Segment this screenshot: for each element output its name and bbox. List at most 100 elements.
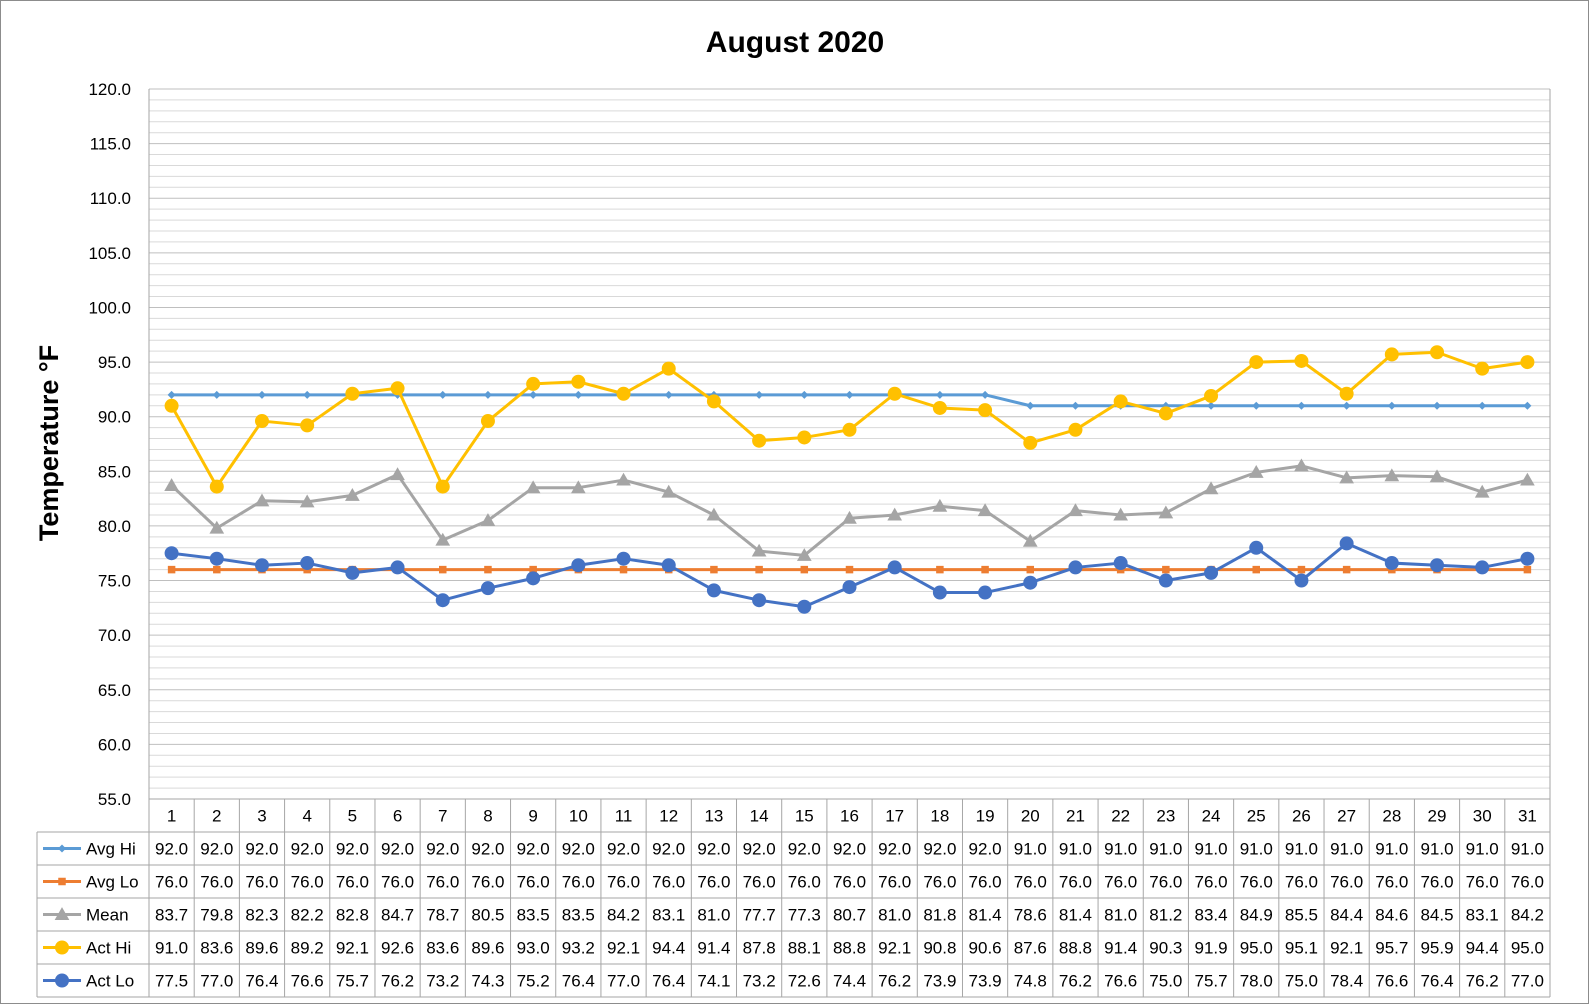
data-point (574, 390, 583, 399)
data-point (1249, 540, 1264, 555)
x-tick-label: 3 (257, 807, 266, 826)
data-point (571, 374, 586, 389)
data-point (932, 498, 948, 512)
legend-entry: Act Lo (43, 972, 134, 991)
data-point (1158, 505, 1174, 519)
x-tick-label: 29 (1428, 807, 1447, 826)
x-tick-label: 26 (1292, 807, 1311, 826)
data-label: 91.0 (1059, 840, 1092, 859)
data-point (887, 560, 902, 575)
data-label: 83.1 (652, 906, 685, 925)
x-tick-label: 7 (438, 807, 447, 826)
data-label: 95.7 (1375, 939, 1408, 958)
data-label: 74.8 (1014, 972, 1047, 991)
data-point (438, 390, 447, 399)
data-point (1113, 394, 1128, 409)
data-label: 84.2 (1511, 906, 1544, 925)
y-tick-label: 65.0 (98, 681, 131, 700)
data-label: 92.0 (336, 840, 369, 859)
data-point (1429, 469, 1445, 483)
data-label: 76.2 (878, 972, 911, 991)
data-label: 76.0 (1285, 873, 1318, 892)
data-label: 95.9 (1420, 939, 1453, 958)
data-label: 80.5 (471, 906, 504, 925)
data-point (845, 390, 854, 399)
series-group (164, 345, 1535, 614)
data-label: 73.9 (923, 972, 956, 991)
data-label: 92.0 (607, 840, 640, 859)
data-label: 91.0 (1511, 840, 1544, 859)
data-label: 72.6 (788, 972, 821, 991)
data-label: 76.0 (1466, 873, 1499, 892)
data-point (842, 580, 857, 595)
data-label: 90.8 (923, 939, 956, 958)
data-label: 76.6 (1104, 972, 1137, 991)
data-point (1384, 347, 1399, 362)
data-point (710, 565, 718, 574)
data-label: 76.0 (155, 873, 188, 892)
data-label: 92.1 (878, 939, 911, 958)
data-label: 76.0 (788, 873, 821, 892)
data-label: 92.0 (969, 840, 1002, 859)
data-point (1113, 507, 1129, 521)
data-label: 75.0 (1285, 972, 1318, 991)
y-tick-label: 80.0 (98, 517, 131, 536)
data-point (164, 546, 179, 561)
x-tick-label: 8 (483, 807, 492, 826)
data-label: 92.0 (562, 840, 595, 859)
data-label: 75.2 (517, 972, 550, 991)
data-label: 84.2 (607, 906, 640, 925)
legend-label: Act Lo (86, 972, 134, 991)
data-point (254, 493, 270, 507)
data-label: 76.0 (381, 873, 414, 892)
data-label: 76.2 (1466, 972, 1499, 991)
y-axis-ticks: 55.0 60.0 65.0 70.0 75.0 80.0 85.0 90.0 95.0 100.… (88, 80, 131, 809)
data-point (167, 565, 176, 574)
y-tick-label: 120.0 (88, 80, 131, 99)
data-label: 78.4 (1330, 972, 1363, 991)
x-tick-label: 20 (1021, 807, 1040, 826)
x-tick-label: 24 (1202, 807, 1221, 826)
data-point (842, 510, 857, 524)
data-label: 76.0 (1375, 873, 1408, 892)
data-point (1158, 406, 1173, 421)
data-point (212, 390, 221, 399)
data-point (1384, 556, 1399, 571)
data-label: 83.5 (562, 906, 595, 925)
data-label: 76.4 (1420, 972, 1453, 991)
data-point (1248, 465, 1264, 478)
data-label: 93.2 (562, 939, 595, 958)
data-label: 77.3 (788, 906, 821, 925)
data-point (167, 390, 176, 399)
y-tick-label: 95.0 (98, 353, 131, 372)
legend-marker (55, 973, 69, 988)
data-point (1026, 401, 1035, 410)
data-label: 92.0 (517, 840, 550, 859)
data-label: 77.7 (743, 906, 776, 925)
data-label: 83.5 (517, 906, 550, 925)
data-point (209, 520, 225, 534)
data-label: 75.7 (1195, 972, 1228, 991)
data-label: 85.5 (1285, 906, 1318, 925)
x-tick-label: 18 (930, 807, 949, 826)
series-act-lo (164, 536, 1535, 614)
data-point (480, 513, 496, 526)
data-point (1523, 401, 1532, 410)
data-label: 73.9 (969, 972, 1002, 991)
legend-entry: Act Hi (43, 939, 131, 958)
data-point (751, 543, 767, 557)
x-tick-label: 6 (393, 807, 402, 826)
data-point (1478, 401, 1487, 410)
data-point (1339, 536, 1354, 551)
data-point (845, 565, 854, 574)
data-point (616, 386, 631, 401)
legend-marker (58, 844, 66, 853)
data-point (526, 376, 541, 391)
data-label: 83.6 (426, 939, 459, 958)
y-tick-label: 105.0 (88, 244, 131, 263)
data-label: 88.8 (833, 939, 866, 958)
y-tick-label: 85.0 (98, 462, 131, 481)
data-label: 84.9 (1240, 906, 1273, 925)
data-point (978, 585, 993, 600)
data-label: 91.0 (1149, 840, 1182, 859)
